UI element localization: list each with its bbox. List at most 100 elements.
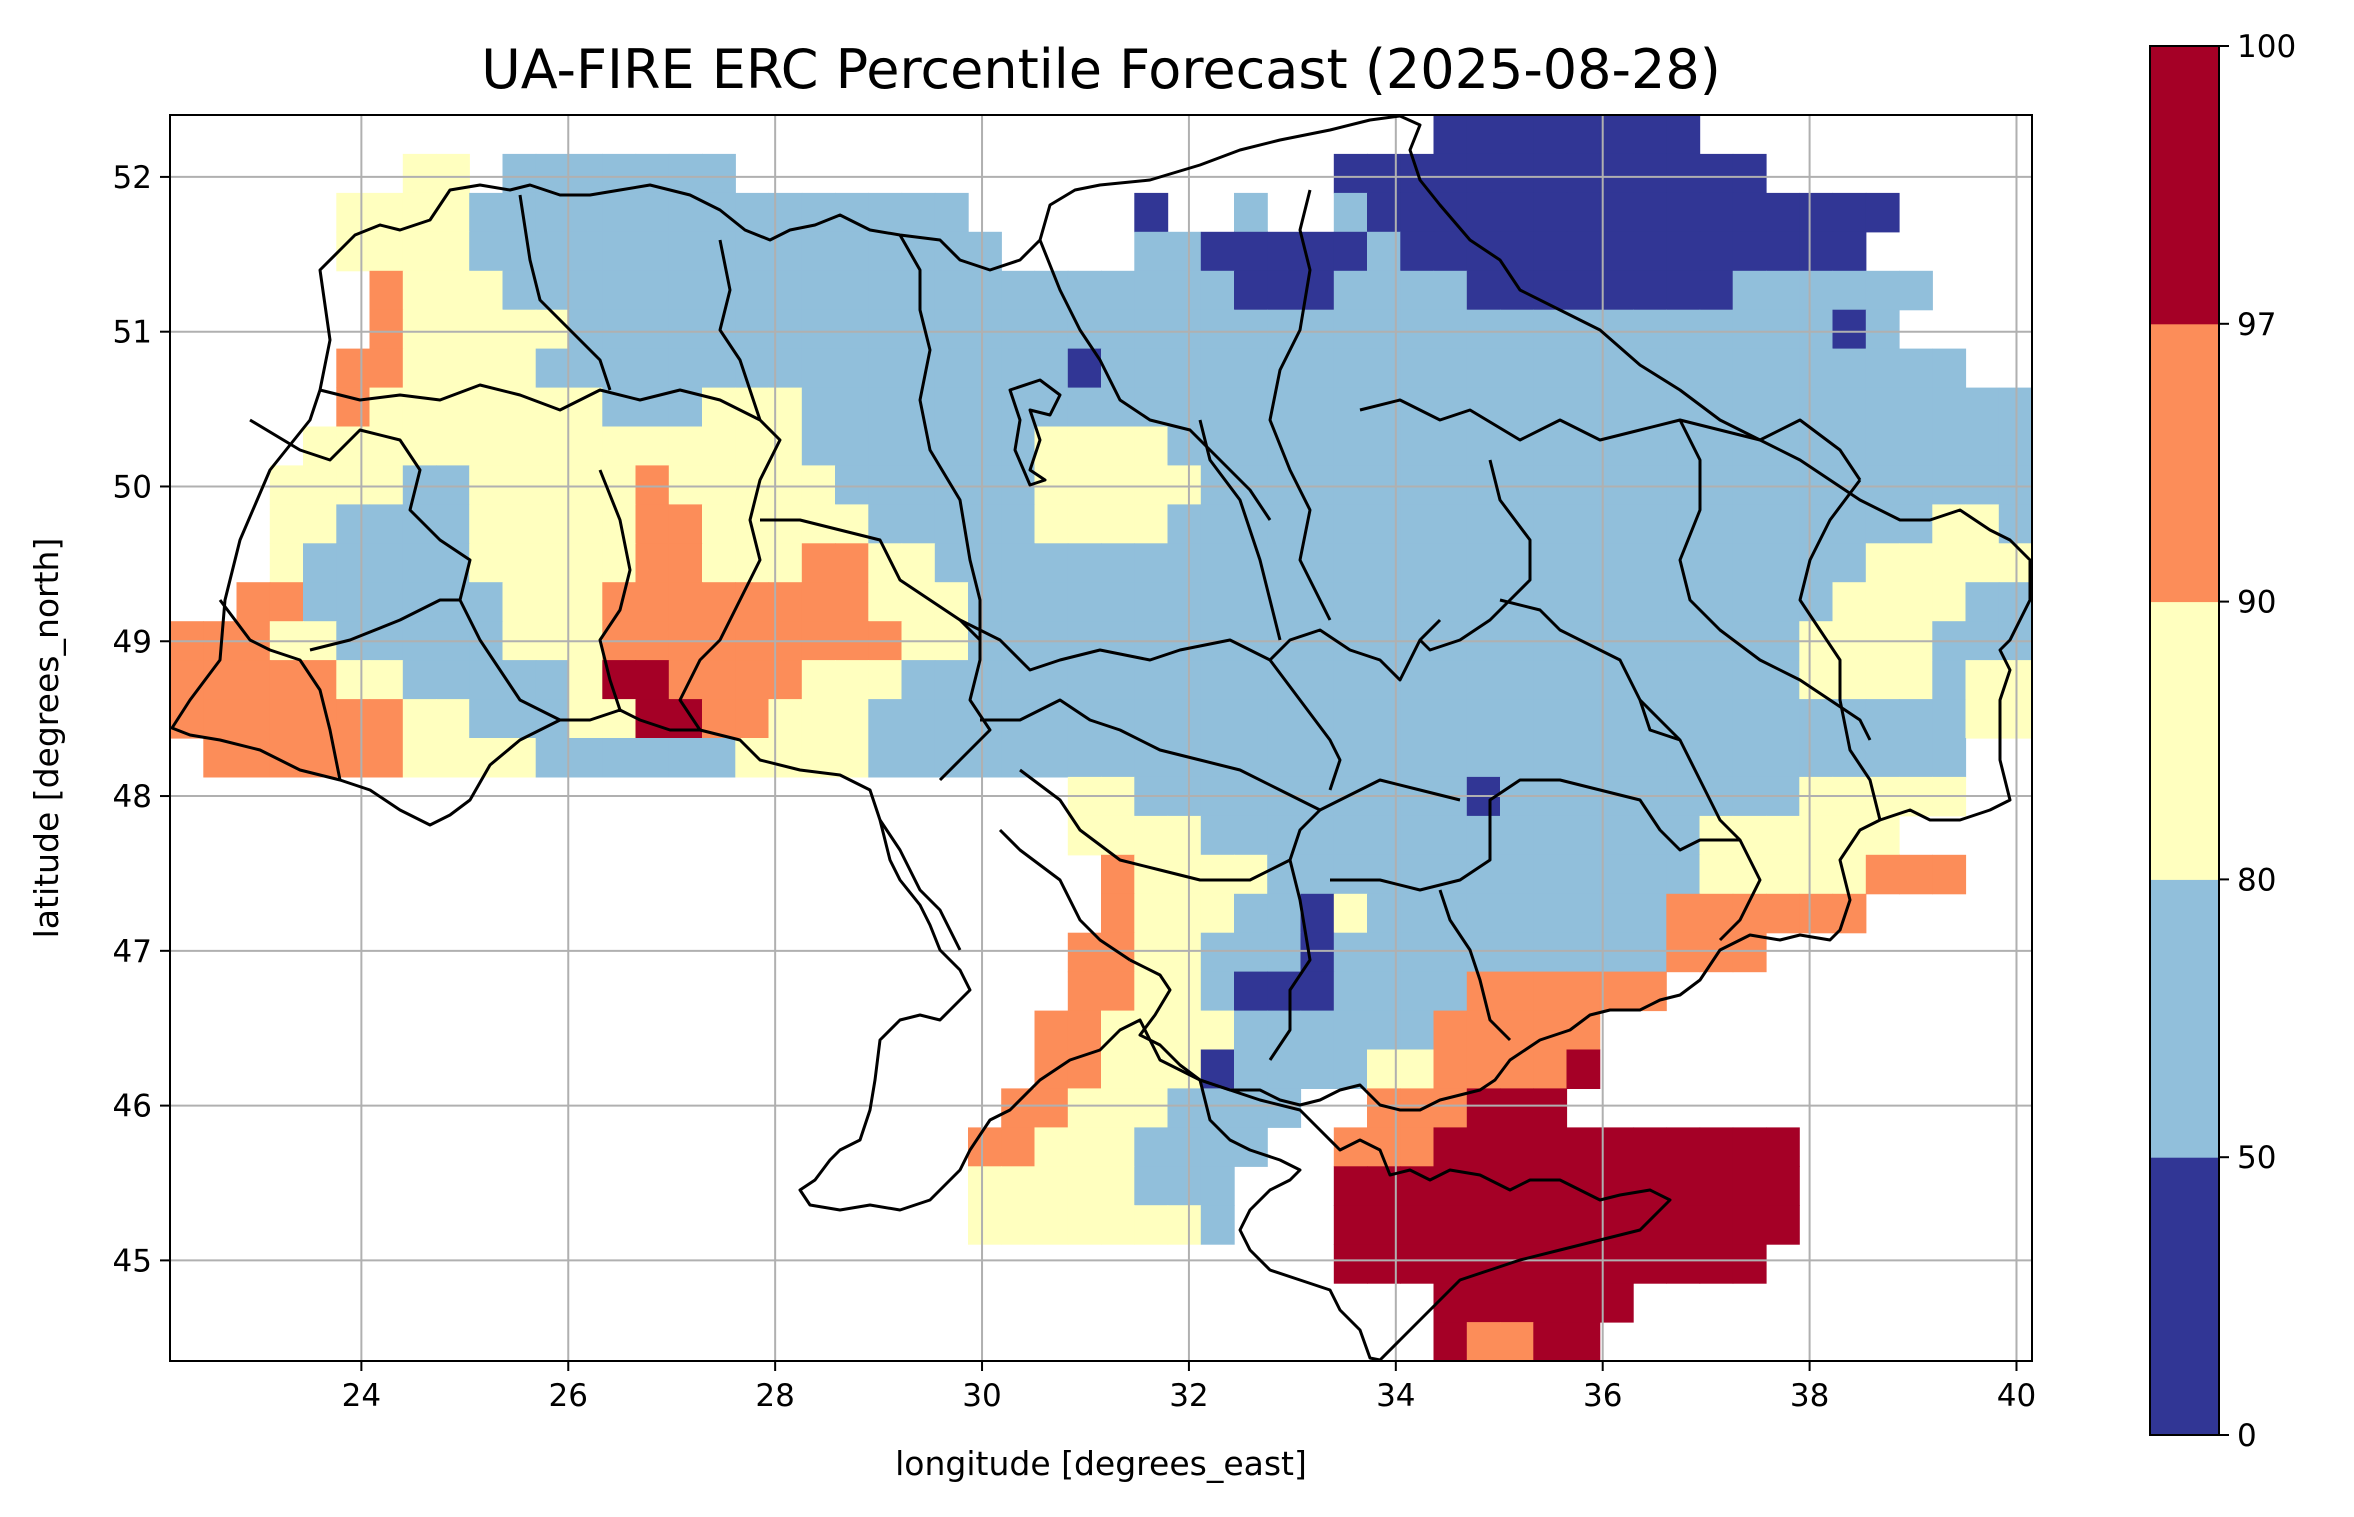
heatmap-cell [1732, 192, 1767, 233]
heatmap-cell [303, 582, 337, 622]
heatmap-cell [1433, 699, 1468, 739]
heatmap-cell [1799, 192, 1834, 233]
heatmap-cell [1732, 348, 1767, 389]
heatmap-cell [1134, 854, 1169, 895]
heatmap-cell [1500, 738, 1534, 778]
heatmap-cell [1633, 932, 1667, 973]
heatmap-cell [1001, 738, 1036, 778]
heatmap-cell [1633, 1127, 1667, 1167]
y-tick-label: 45 [113, 1243, 152, 1279]
heatmap-cell [801, 231, 836, 272]
heatmap-cell [1433, 582, 1468, 622]
heatmap-cell [469, 270, 504, 311]
heatmap-cell [801, 270, 836, 311]
heatmap-cell [1234, 1010, 1268, 1051]
x-tick-label: 36 [1583, 1378, 1622, 1414]
heatmap-cell [1034, 543, 1069, 583]
heatmap-cell [1766, 893, 1800, 934]
heatmap-cell [1633, 309, 1667, 350]
heatmap-cell [1333, 1205, 1368, 1245]
heatmap-cell [1333, 309, 1368, 350]
oblast-boundary [1268, 859, 1312, 1061]
oblast-boundary [959, 618, 1442, 682]
heatmap-cell [1533, 932, 1568, 973]
heatmap-cell [1400, 699, 1435, 739]
heatmap-cell [1865, 854, 1900, 895]
heatmap-cell [535, 153, 570, 194]
heatmap-cell [1333, 1049, 1368, 1089]
heatmap-cell [1566, 854, 1601, 895]
heatmap-cell [768, 270, 803, 311]
heatmap-cell [1300, 893, 1335, 934]
heatmap-cell [1466, 153, 1501, 194]
x-tick-label: 38 [1790, 1378, 1829, 1414]
heatmap-cell [668, 582, 703, 622]
oblast-boundary [1418, 459, 1532, 652]
heatmap-cell [768, 348, 803, 389]
heatmap-cell [1101, 1127, 1135, 1167]
colorbar-tick-label: 97 [2237, 307, 2276, 343]
heatmap-cell [1500, 192, 1534, 233]
heatmap-cell [968, 465, 1002, 505]
heatmap-cell [1433, 971, 1468, 1012]
heatmap-cell [1500, 932, 1534, 973]
heatmap-cell [1200, 348, 1235, 389]
heatmap-cell [436, 426, 470, 466]
heatmap-cell [1400, 192, 1435, 233]
heatmap-cell [569, 348, 603, 389]
heatmap-cell [1766, 192, 1800, 233]
heatmap-cell [1599, 582, 1634, 622]
heatmap-cell [835, 231, 869, 272]
heatmap-cell [1533, 1283, 1568, 1323]
heatmap-cell [1433, 426, 1468, 466]
heatmap-cell [1333, 1010, 1368, 1051]
heatmap-cell [1533, 893, 1568, 934]
heatmap-cell [868, 660, 903, 700]
heatmap-cell [369, 465, 404, 505]
heatmap-cell [1101, 971, 1135, 1012]
heatmap-cell [1034, 465, 1069, 505]
heatmap-cell [1865, 309, 1900, 350]
heatmap-cell [1234, 192, 1268, 233]
heatmap-cell [1400, 543, 1435, 583]
heatmap-cell [1566, 115, 1601, 155]
heatmap-cell [1134, 1166, 1169, 1206]
heatmap-cell [768, 192, 803, 233]
heatmap-cell [1766, 1205, 1800, 1245]
heatmap-cell [1167, 231, 1202, 272]
heatmap-cell [1500, 348, 1534, 389]
heatmap-cell [1234, 660, 1268, 700]
y-axis: 52 51 50 49 48 47 46 45 [113, 160, 170, 1279]
heatmap-cell [369, 582, 404, 622]
heatmap-cell [1500, 153, 1534, 194]
heatmap-cell [1732, 738, 1767, 778]
heatmap-cell [1333, 1127, 1368, 1167]
heatmap-cell [1633, 738, 1667, 778]
heatmap-cell [1633, 1205, 1667, 1245]
heatmap-cell [1566, 699, 1601, 739]
heatmap-cell [535, 270, 570, 311]
heatmap-cell [1167, 348, 1202, 389]
heatmap-cell [1500, 1322, 1534, 1361]
heatmap-cell [1333, 932, 1368, 973]
map-area: 24 26 28 30 32 34 36 38 40 52 51 50 49 48 47 46 45 [113, 114, 2036, 1414]
heatmap-cell [1599, 270, 1634, 311]
heatmap-cell [369, 543, 404, 583]
heatmap-cell [1234, 270, 1268, 311]
heatmap-cell [1466, 1244, 1501, 1284]
oblast-boundary [319, 383, 782, 731]
heatmap-cell [402, 309, 437, 350]
heatmap-cell [1300, 1049, 1335, 1089]
heatmap-cell [635, 582, 670, 622]
heatmap-cell [1134, 465, 1169, 505]
heatmap-cell [1766, 1127, 1800, 1167]
heatmap-cell [1566, 231, 1601, 272]
heatmap-cell [1267, 815, 1302, 856]
heatmap-cell [1167, 387, 1202, 428]
heatmap-cell [1566, 1127, 1601, 1167]
heatmap-cell [1200, 893, 1235, 934]
heatmap-cell [1766, 231, 1800, 272]
heatmap-cell [1234, 893, 1268, 934]
heatmap-cell [702, 465, 736, 505]
heatmap-cell [1533, 115, 1568, 155]
